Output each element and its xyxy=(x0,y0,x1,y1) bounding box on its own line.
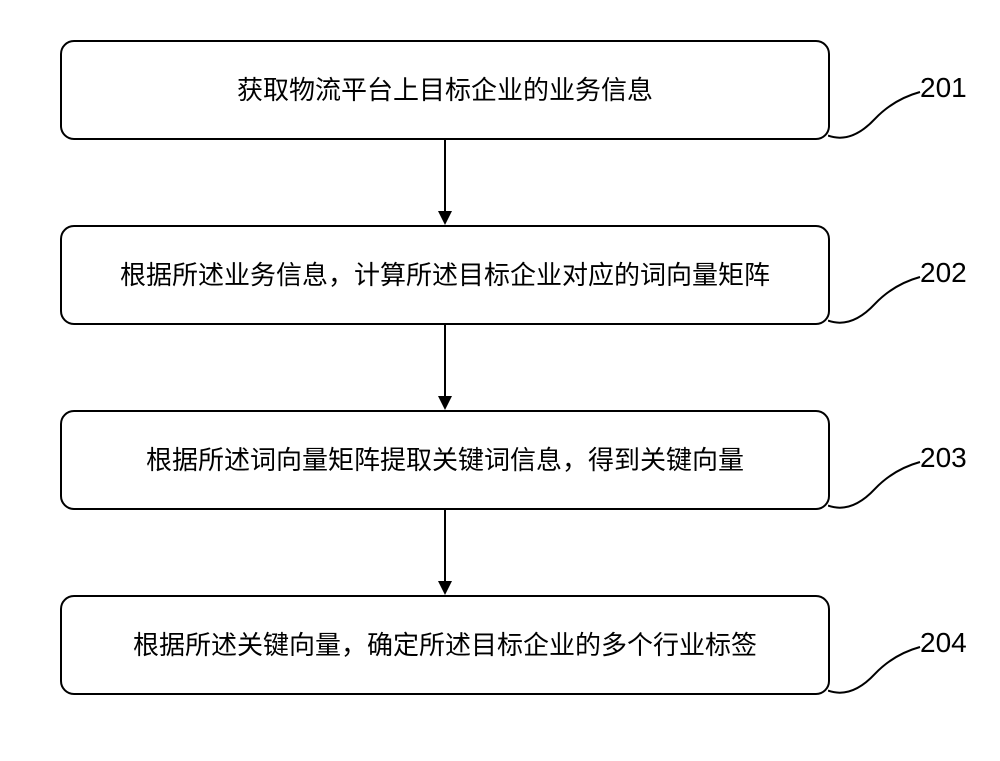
flow-step-number: 203 xyxy=(920,442,967,474)
flow-arrow xyxy=(435,140,455,225)
flow-step-203: 根据所述词向量矩阵提取关键词信息，得到关键向量 xyxy=(60,410,830,510)
flow-step-text: 获取物流平台上目标企业的业务信息 xyxy=(237,72,653,108)
connector-line xyxy=(828,458,922,514)
connector-line xyxy=(828,273,922,329)
connector-line xyxy=(828,88,922,144)
flow-step-202: 根据所述业务信息，计算所述目标企业对应的词向量矩阵 xyxy=(60,225,830,325)
flow-step-201: 获取物流平台上目标企业的业务信息 xyxy=(60,40,830,140)
flow-step-text: 根据所述业务信息，计算所述目标企业对应的词向量矩阵 xyxy=(120,257,770,293)
connector-line xyxy=(828,643,922,699)
flow-arrow xyxy=(435,325,455,410)
flow-step-number: 201 xyxy=(920,72,967,104)
flow-step-204: 根据所述关键向量，确定所述目标企业的多个行业标签 xyxy=(60,595,830,695)
flow-step-text: 根据所述词向量矩阵提取关键词信息，得到关键向量 xyxy=(146,442,744,478)
flow-step-number: 204 xyxy=(920,627,967,659)
flow-arrow xyxy=(435,510,455,595)
flow-step-number: 202 xyxy=(920,257,967,289)
flowchart-canvas: 获取物流平台上目标企业的业务信息 201 根据所述业务信息，计算所述目标企业对应的词… xyxy=(0,0,1000,761)
flow-step-text: 根据所述关键向量，确定所述目标企业的多个行业标签 xyxy=(133,627,757,663)
